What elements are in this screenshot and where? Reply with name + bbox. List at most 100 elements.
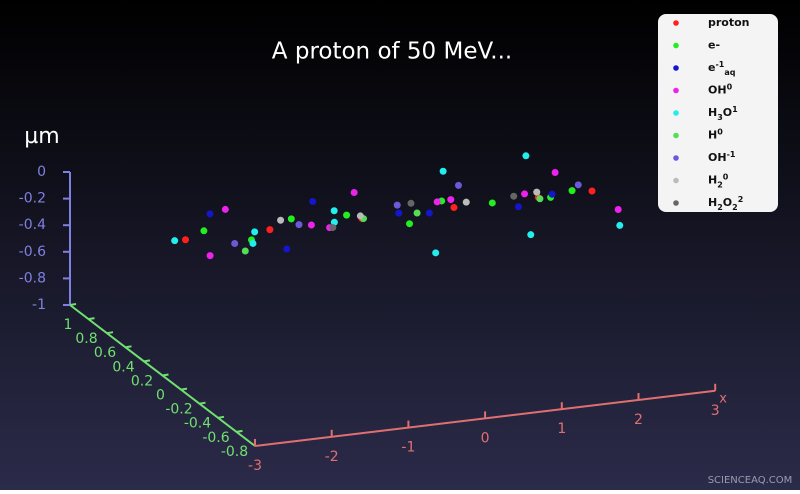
- y-tick: [125, 345, 132, 349]
- data-point: [407, 199, 415, 207]
- data-point: [330, 207, 338, 215]
- legend-label-part: H: [708, 196, 717, 209]
- legend-marker: [673, 110, 679, 116]
- x-tick-label: 3: [711, 403, 720, 419]
- data-point: [588, 187, 596, 195]
- legend-label-part: 2: [738, 195, 744, 204]
- data-point: [510, 192, 518, 200]
- legend-marker: [673, 65, 679, 71]
- data-point: [433, 198, 441, 206]
- legend-label: OH0: [708, 82, 733, 97]
- x-tick-label: -1: [401, 440, 415, 456]
- data-point: [393, 201, 401, 209]
- legend-label-part: 0: [723, 172, 729, 181]
- data-point: [266, 226, 274, 234]
- data-point: [249, 239, 257, 247]
- legend-label-part: -1: [727, 150, 736, 159]
- z-tick-label: 0: [37, 164, 46, 180]
- data-point: [551, 169, 559, 177]
- data-point: [283, 245, 291, 253]
- z-tick-label: -1: [32, 297, 46, 313]
- legend-label-part: OH: [708, 84, 727, 97]
- data-point: [231, 240, 239, 248]
- legend-marker: [673, 132, 679, 139]
- legend-marker: [673, 20, 679, 26]
- x-tick-label: -3: [248, 458, 262, 474]
- legend-label-part: proton: [708, 16, 750, 29]
- z-tick-label: -0.6: [19, 244, 46, 260]
- data-point: [277, 216, 285, 224]
- y-tick: [69, 303, 77, 306]
- legend-label-part: OH: [708, 151, 727, 164]
- data-point: [527, 231, 535, 239]
- legend-label-part: O: [723, 196, 732, 209]
- data-point: [343, 211, 351, 219]
- data-point: [616, 221, 624, 229]
- legend-label: H20: [708, 172, 729, 189]
- legend-label-part: H: [708, 106, 717, 119]
- legend-marker: [673, 42, 679, 49]
- data-point: [432, 249, 440, 257]
- legend-label: e-1aq: [708, 60, 736, 77]
- data-point: [406, 220, 414, 228]
- y-tick: [162, 373, 169, 377]
- legend-label-part: H: [708, 174, 717, 187]
- data-point: [521, 190, 529, 198]
- legend-label-part: 2: [717, 203, 723, 212]
- data-point: [206, 210, 214, 218]
- legend-label-part: H: [708, 129, 717, 142]
- data-point: [522, 152, 530, 160]
- legend-marker: [673, 200, 679, 206]
- legend-label-part: 2: [717, 180, 723, 189]
- legend-label-part: 3: [717, 113, 723, 122]
- data-point: [439, 167, 447, 175]
- y-tick-label: 0.2: [131, 373, 153, 389]
- data-point: [350, 188, 358, 196]
- y-tick-label: 0.6: [94, 345, 116, 361]
- y-tick: [88, 317, 95, 321]
- legend-marker: [673, 177, 679, 184]
- z-axis-label: µm: [24, 124, 59, 149]
- y-tick-label: -0.6: [202, 430, 229, 446]
- data-point: [533, 188, 541, 196]
- y-tick-label: 0.4: [112, 359, 134, 375]
- legend-label-part: 0: [717, 127, 723, 136]
- legend-marker: [673, 155, 679, 161]
- y-tick: [143, 359, 151, 363]
- legend-label: OH-1: [708, 150, 736, 165]
- data-point: [182, 236, 190, 244]
- data-point: [171, 237, 179, 245]
- y-tick-label: 0: [156, 388, 165, 404]
- data-point: [287, 215, 295, 223]
- y-tick-label: -0.2: [165, 402, 192, 418]
- y-tick: [106, 331, 114, 335]
- legend-label: proton: [708, 16, 750, 29]
- legend-box: [658, 14, 778, 212]
- data-point: [206, 252, 214, 260]
- z-tick-label: -0.8: [19, 270, 46, 286]
- y-tick-label: -0.4: [184, 416, 211, 432]
- legend-marker: [673, 87, 679, 94]
- x-tick-label: 0: [481, 430, 490, 446]
- legend-label-part: e: [708, 61, 715, 74]
- data-point: [568, 187, 576, 195]
- title: A proton of 50 MeV...: [272, 39, 512, 65]
- legend-label-part: 1: [732, 105, 738, 114]
- data-point: [221, 205, 229, 213]
- legend-label-part: aq: [724, 68, 735, 77]
- data-point: [295, 221, 303, 229]
- data-point: [548, 190, 556, 198]
- data-point: [356, 212, 364, 220]
- data-point: [454, 181, 462, 189]
- legend-label-part: 2: [732, 203, 738, 212]
- x-tick-label: 1: [557, 421, 566, 437]
- data-point: [488, 199, 496, 207]
- legend-label: H3O1: [708, 105, 738, 122]
- y-tick: [199, 401, 206, 405]
- z-tick-label: -0.2: [19, 191, 46, 207]
- watermark: SCIENCEAQ.COM: [708, 475, 793, 486]
- x-axis-label: x: [719, 391, 727, 406]
- legend-label: H0: [708, 127, 723, 142]
